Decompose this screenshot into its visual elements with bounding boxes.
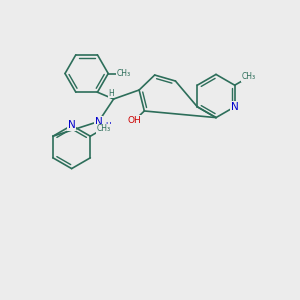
Text: H: H [105,122,111,130]
Text: CH₃: CH₃ [242,72,256,81]
Text: CH₃: CH₃ [96,124,110,133]
Text: H: H [108,89,114,98]
Text: N: N [231,102,239,112]
Text: N: N [68,120,76,130]
Text: CH₃: CH₃ [116,69,130,78]
Text: OH: OH [128,116,142,125]
Text: N: N [95,116,103,127]
